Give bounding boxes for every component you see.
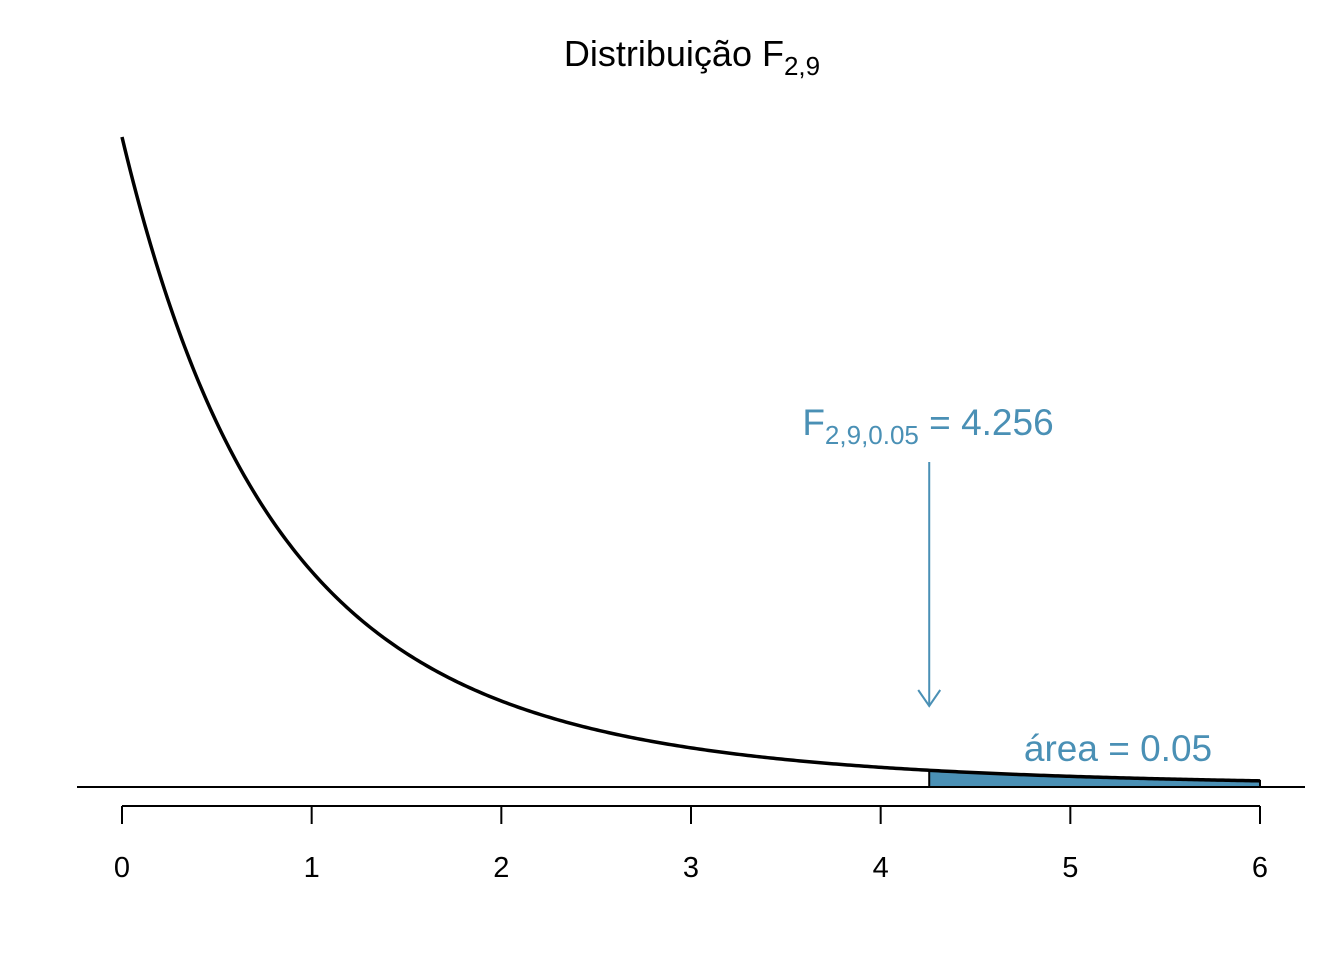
crit-label-subscript: 2,9,0.05 <box>825 420 919 450</box>
chart-title: Distribuição F2,9 <box>564 33 820 81</box>
arrow-head <box>917 689 942 708</box>
x-tick-label: 0 <box>114 852 130 884</box>
crit-label-main: F <box>802 402 825 443</box>
x-tick-label: 6 <box>1252 852 1268 884</box>
x-tick-label: 3 <box>683 852 699 884</box>
x-axis: 0 1 2 3 4 5 6 <box>114 805 1268 884</box>
critical-value-label: F2,9,0.05 = 4.256 <box>802 402 1053 450</box>
chart-title-main: Distribuição F <box>564 33 784 74</box>
chart-title-subscript: 2,9 <box>784 51 820 81</box>
x-tick-label: 2 <box>493 852 509 884</box>
crit-label-value: = 4.256 <box>919 402 1054 443</box>
x-tick-label: 4 <box>873 852 889 884</box>
critical-value-arrow <box>917 462 942 708</box>
density-curve <box>120 136 1261 783</box>
x-tick-label: 5 <box>1062 852 1078 884</box>
x-tick-label: 1 <box>304 852 320 884</box>
area-label: área = 0.05 <box>1024 728 1212 769</box>
